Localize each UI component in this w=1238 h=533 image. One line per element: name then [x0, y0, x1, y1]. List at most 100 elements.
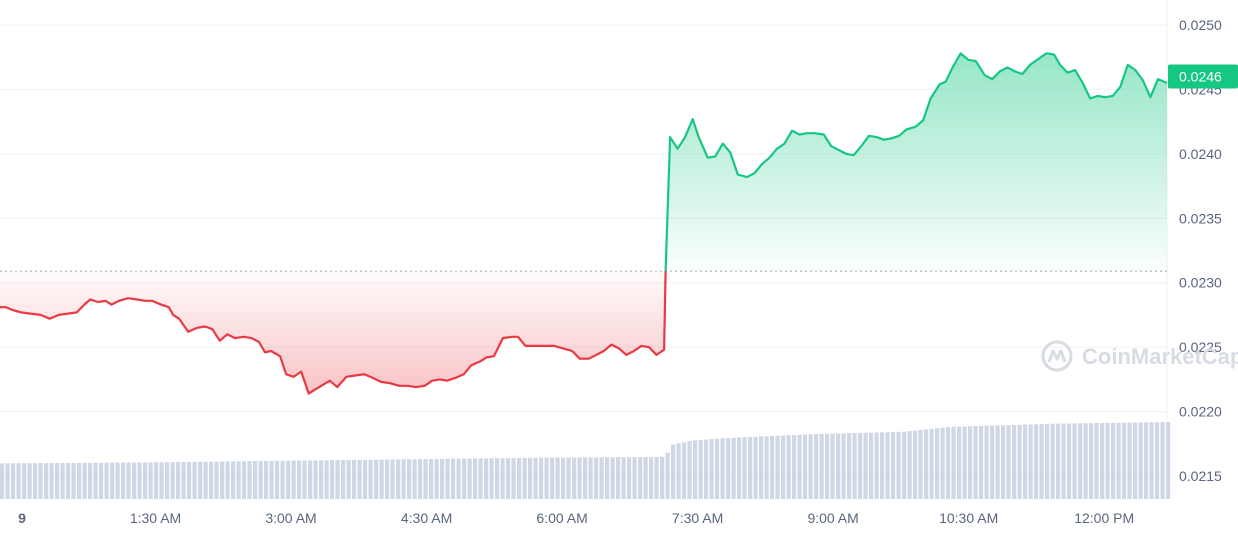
current-price-label: 0.0246: [1179, 69, 1222, 85]
y-tick-label: 0.0235: [1179, 210, 1222, 226]
volume-bar: [121, 462, 126, 499]
volume-bar: [847, 433, 852, 499]
volume-bar: [627, 457, 632, 499]
volume-bar: [484, 458, 489, 499]
volume-bar: [363, 459, 368, 499]
volume-bar: [852, 433, 857, 499]
volume-bar: [1012, 424, 1017, 499]
volume-bar: [115, 462, 120, 499]
y-tick-label: 0.0215: [1179, 468, 1222, 484]
volume-bar: [341, 460, 346, 499]
volume-bar: [247, 461, 252, 499]
x-tick-label: 9: [18, 510, 26, 526]
volume-bar: [940, 427, 945, 499]
volume-bar: [621, 457, 626, 499]
volume-bar: [517, 457, 522, 499]
coinmarketcap-logo-icon: [1041, 340, 1073, 372]
volume-bar: [495, 458, 500, 499]
volume-bar: [814, 434, 819, 499]
x-tick-label: 1:30 AM: [130, 510, 181, 526]
x-tick-label: 9:00 AM: [807, 510, 858, 526]
x-tick-label: 4:30 AM: [401, 510, 452, 526]
volume-bar: [88, 462, 93, 499]
volume-bar: [858, 432, 863, 499]
volume-bar: [22, 463, 27, 499]
volume-bar: [456, 458, 461, 499]
volume-bar: [478, 458, 483, 499]
volume-bar: [1045, 423, 1050, 499]
volume-bar: [308, 460, 313, 499]
volume-bar: [1138, 422, 1143, 499]
volume-bar: [929, 428, 934, 499]
volume-bar: [594, 457, 599, 499]
volume-bar: [33, 463, 38, 499]
volume-bar: [275, 460, 280, 499]
volume-bar: [605, 457, 610, 499]
volume-bar: [440, 458, 445, 499]
volume-bar: [704, 439, 709, 499]
y-tick-label: 0.0220: [1179, 404, 1222, 420]
y-tick-label: 0.0225: [1179, 339, 1222, 355]
volume-bar: [159, 462, 164, 499]
volume-bar: [1149, 422, 1154, 499]
x-tick-label: 12:00 PM: [1074, 510, 1134, 526]
volume-bar: [781, 435, 786, 499]
volume-bar: [269, 460, 274, 499]
volume-bar: [1089, 423, 1094, 499]
volume-bar: [418, 459, 423, 499]
volume-bar: [1056, 423, 1061, 499]
volume-bar: [924, 429, 929, 499]
volume-bar: [599, 457, 604, 499]
volume-bar: [66, 462, 71, 499]
volume-bar: [874, 432, 879, 499]
volume-bar: [726, 438, 731, 499]
volume-bar: [682, 442, 687, 499]
volume-bar: [506, 458, 511, 499]
volume-bar: [885, 432, 890, 499]
volume-bar: [379, 459, 384, 499]
volume-bar: [528, 457, 533, 499]
volume-bar: [1116, 422, 1121, 499]
x-axis: 9 1:30 AM 3:00 AM 4:30 AM 6:00 AM 7:30 AM 9:00…: [18, 510, 1134, 526]
volume-bar: [1166, 422, 1171, 499]
volume-bar: [616, 457, 621, 499]
volume-bar: [687, 441, 692, 499]
volume-bar: [973, 426, 978, 499]
volume-bar: [93, 462, 98, 499]
volume-bar: [104, 462, 109, 499]
volume-bar: [742, 437, 747, 499]
volume-bar: [1083, 423, 1088, 499]
watermark-text: CoinMarketCap: [1082, 344, 1238, 369]
volume-bar: [676, 443, 681, 499]
volume-bar: [187, 461, 192, 499]
volume-bar: [38, 463, 43, 499]
volume-bar: [137, 462, 142, 499]
volume-bars: [0, 422, 1171, 499]
volume-bar: [825, 433, 830, 499]
volume-bar: [1050, 423, 1055, 499]
volume-bar: [99, 462, 104, 499]
volume-bar: [60, 462, 65, 499]
volume-bar: [759, 436, 764, 499]
volume-bar: [951, 426, 956, 499]
volume-bar: [473, 458, 478, 499]
volume-bar: [957, 426, 962, 499]
volume-bar: [671, 444, 676, 499]
volume-bar: [214, 461, 219, 499]
volume-bar: [132, 462, 137, 499]
volume-bar: [979, 425, 984, 499]
volume-bar: [335, 460, 340, 499]
volume-bar: [588, 457, 593, 499]
volume-bar: [368, 459, 373, 499]
volume-bar: [737, 437, 742, 499]
y-tick-label: 0.0230: [1179, 275, 1222, 291]
volume-bar: [638, 457, 643, 499]
volume-bar: [0, 463, 5, 499]
volume-bar: [902, 431, 907, 499]
price-area: [0, 53, 1167, 394]
volume-bar: [176, 462, 181, 499]
price-line-down: [0, 271, 667, 395]
price-area-down: [0, 271, 666, 394]
volume-bar: [82, 462, 87, 499]
volume-bar: [280, 460, 285, 499]
